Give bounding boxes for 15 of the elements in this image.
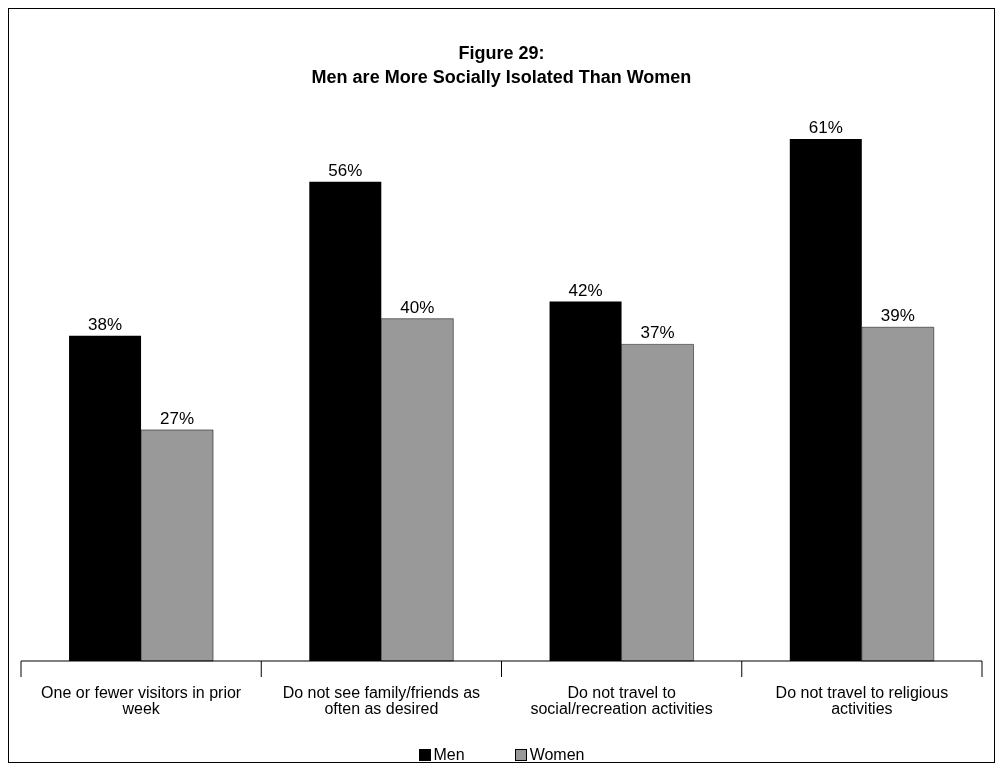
data-label: 37% <box>640 323 675 343</box>
legend-label: Men <box>432 746 465 764</box>
x-tick-label: Do not travel to social/recreation activities <box>530 684 713 718</box>
data-label: 40% <box>400 297 435 317</box>
legend-label: Women <box>528 746 585 764</box>
x-tick-label: Do not see family/friends as often as desired <box>282 684 481 718</box>
x-tick-label: Do not travel to religious activities <box>775 684 949 718</box>
data-label: 27% <box>160 408 195 428</box>
data-label: 56% <box>328 160 363 180</box>
data-label: 61% <box>808 118 843 137</box>
x-tick-label: One or fewer visitors in prior week <box>41 684 242 718</box>
data-label: 42% <box>568 280 603 300</box>
chart-title: Figure 29: Men are More Socially Isolated Than Women <box>310 42 693 89</box>
data-label: 38% <box>88 314 123 334</box>
data-label: 39% <box>880 306 915 326</box>
